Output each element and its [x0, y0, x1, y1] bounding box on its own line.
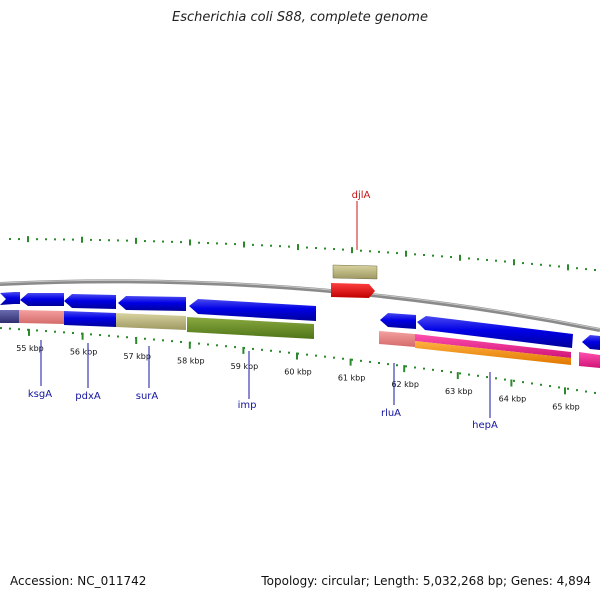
djlA-gene-arrow[interactable]: [331, 283, 375, 298]
gene-arrow[interactable]: [0, 292, 20, 305]
kbp-tick-label: 56 kbp: [70, 348, 98, 357]
gene-labels: djlA ksgA pdxA surA imp rluA hepA: [28, 190, 498, 431]
cog-bar[interactable]: [579, 352, 600, 368]
kbp-axis-labels: 55 kbp 56 kbp 57 kbp 58 kbp 59 kbp 60 kbp 61 k…: [16, 344, 580, 411]
pdxA-gene-arrow[interactable]: [64, 294, 116, 309]
cog-bar[interactable]: [116, 313, 186, 330]
cog-bar[interactable]: [64, 311, 116, 327]
rluA-label[interactable]: rluA: [381, 408, 401, 419]
cog-bar[interactable]: [415, 334, 571, 358]
chromosome-backbone-highlight: [0, 279, 600, 330]
rluA-gene-arrow[interactable]: [380, 313, 416, 329]
outer-tick-ring: [9, 236, 596, 272]
djlA-label[interactable]: djlA: [352, 190, 371, 201]
cog-bar[interactable]: [19, 310, 64, 324]
gene-arrows-row: [0, 292, 600, 350]
kbp-tick-label: 60 kbp: [284, 368, 312, 377]
kbp-tick-label: 63 kbp: [445, 387, 473, 396]
kbp-tick-label: 61 kbp: [338, 374, 366, 383]
inner-tick-ring: [0, 327, 596, 395]
pdxA-label[interactable]: pdxA: [75, 391, 101, 402]
kbp-tick-label: 62 kbp: [391, 380, 419, 389]
accession-text: Accession: NC_011742: [10, 574, 147, 588]
imp-gene-arrow[interactable]: [189, 299, 316, 321]
cog-bar[interactable]: [379, 331, 415, 347]
kbp-tick-label: 57 kbp: [123, 352, 151, 361]
surA-label[interactable]: surA: [136, 391, 159, 402]
djlA-feature-cog[interactable]: [332, 264, 378, 280]
ksgA-label[interactable]: ksgA: [28, 389, 52, 400]
gene-arrow[interactable]: [582, 335, 600, 350]
surA-gene-arrow[interactable]: [118, 296, 186, 311]
kbp-tick-label: 65 kbp: [552, 402, 580, 411]
map-title: Escherichia coli S88, complete genome: [172, 10, 428, 25]
hepA-gene-arrow[interactable]: [417, 316, 573, 348]
kbp-tick-label: 59 kbp: [231, 362, 259, 371]
kbp-tick-label: 58 kbp: [177, 357, 205, 366]
kbp-tick-label: 55 kbp: [16, 344, 44, 353]
cog-bar[interactable]: [187, 317, 314, 339]
imp-label[interactable]: imp: [238, 400, 257, 411]
genome-summary-text: Topology: circular; Length: 5,032,268 bp…: [261, 574, 591, 588]
cog-bar[interactable]: [0, 310, 19, 323]
chromosome-backbone: [0, 279, 600, 332]
ksgA-gene-arrow[interactable]: [20, 293, 64, 306]
kbp-tick-label: 64 kbp: [499, 394, 527, 403]
cog-bars-row: [0, 310, 600, 368]
cog-bar[interactable]: [415, 341, 571, 365]
hepA-label[interactable]: hepA: [472, 420, 498, 431]
